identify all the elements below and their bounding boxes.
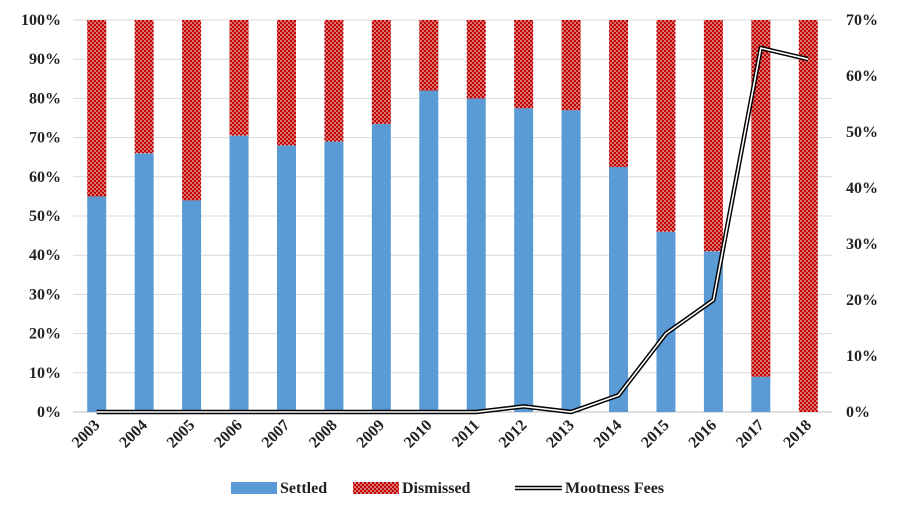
bar-settled [371, 123, 391, 412]
legend: Settled Dismissed Mootness Fees [231, 480, 664, 497]
left-tick-label: 0% [37, 404, 61, 421]
bar-dismissed [134, 20, 154, 154]
left-tick-label: 40% [29, 247, 61, 264]
line-mootness-outer [96, 45, 809, 415]
bar-settled [466, 98, 486, 413]
bar-dismissed [514, 20, 534, 109]
bar-settled [561, 110, 581, 412]
mootness-line [96, 45, 809, 415]
bar-settled [751, 376, 771, 412]
left-tick-label: 50% [29, 208, 61, 225]
bar-settled [87, 196, 107, 412]
bar-dismissed [466, 20, 486, 99]
left-tick-label: 90% [29, 51, 61, 68]
bar-dismissed [182, 20, 202, 201]
bar-settled [419, 90, 439, 412]
legend-label-settled: Settled [280, 480, 327, 497]
line-mootness-inner [96, 47, 809, 413]
bar-dismissed [703, 20, 723, 252]
right-tick-label: 70% [846, 12, 878, 29]
bar-settled [514, 108, 534, 412]
bar-settled [703, 251, 723, 412]
bar-dismissed [87, 20, 107, 197]
bar-settled [182, 200, 202, 412]
bar-dismissed [656, 20, 676, 232]
x-tick-label: 2011 [449, 417, 483, 451]
x-tick-label: 2013 [543, 417, 578, 452]
bars [87, 20, 818, 413]
right-tick-label: 50% [846, 124, 878, 141]
bar-dismissed [561, 20, 581, 111]
x-tick-label: 2009 [354, 417, 389, 452]
legend-swatch-dismissed [353, 482, 399, 494]
right-axis-ticks: 0% 10% 20% 30% 40% 50% 60% 70% [846, 12, 878, 421]
bar-dismissed [371, 20, 391, 124]
x-tick-label: 2010 [401, 417, 436, 452]
x-tick-label: 2016 [686, 417, 721, 452]
right-tick-label: 30% [846, 236, 878, 253]
left-tick-label: 20% [29, 326, 61, 343]
bar-dismissed [419, 20, 439, 91]
left-tick-label: 30% [29, 286, 61, 303]
right-tick-label: 20% [846, 292, 878, 309]
bar-settled [276, 145, 296, 412]
x-tick-label: 2007 [259, 417, 294, 452]
legend-label-dismissed: Dismissed [402, 480, 471, 497]
bar-settled [229, 135, 249, 412]
left-tick-label: 70% [29, 130, 61, 147]
x-tick-label: 2003 [69, 417, 104, 452]
bar-dismissed [751, 20, 771, 377]
bar-settled [324, 141, 344, 412]
bar-dismissed [609, 20, 629, 167]
x-tick-label: 2012 [496, 417, 531, 452]
x-tick-label: 2004 [116, 417, 151, 452]
bar-dismissed [798, 20, 818, 412]
left-tick-label: 10% [29, 365, 61, 382]
bar-settled [656, 231, 676, 412]
bar-settled [609, 167, 629, 412]
bar-dismissed [229, 20, 249, 136]
x-tick-label: 2006 [211, 417, 246, 452]
x-tick-label: 2018 [780, 417, 815, 452]
right-tick-label: 10% [846, 348, 878, 365]
legend-swatch-settled [231, 482, 277, 494]
legend-label-mootness: Mootness Fees [565, 480, 664, 497]
x-tick-label: 2005 [164, 417, 199, 452]
x-tick-label: 2008 [306, 417, 341, 452]
right-tick-label: 40% [846, 180, 878, 197]
x-axis-ticks: 2003 2004 2005 2006 2007 2008 2009 2010 2011 2012… [69, 417, 815, 452]
left-axis-ticks: 0% 10% 20% 30% 40% 50% 60% 70% 80% 90% 100% [21, 12, 61, 421]
x-tick-label: 2017 [733, 417, 768, 452]
left-tick-label: 80% [29, 90, 61, 107]
x-tick-label: 2014 [591, 417, 626, 452]
bar-settled [134, 153, 154, 412]
x-tick-label: 2015 [638, 417, 673, 452]
right-tick-label: 0% [846, 404, 870, 421]
left-tick-label: 100% [21, 12, 61, 29]
right-tick-label: 60% [846, 68, 878, 85]
bar-dismissed [324, 20, 344, 142]
bar-dismissed [276, 20, 296, 146]
left-tick-label: 60% [29, 169, 61, 186]
